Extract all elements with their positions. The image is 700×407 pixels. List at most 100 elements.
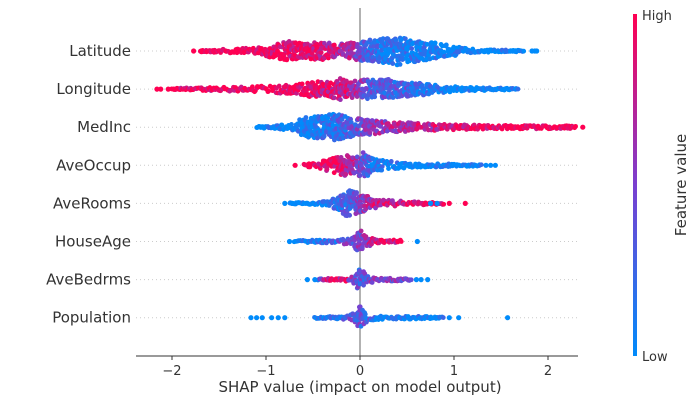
- beeswarm-dot: [353, 191, 359, 196]
- beeswarm-dot: [337, 97, 343, 103]
- beeswarm-dot: [422, 48, 428, 54]
- beeswarm-dot: [284, 57, 290, 63]
- beeswarm-dot: [388, 159, 394, 164]
- beeswarm-dot: [362, 271, 368, 277]
- feature-label: AveBedrms: [46, 271, 131, 289]
- beeswarm-dot: [367, 37, 373, 43]
- outlier-dot: [418, 277, 424, 283]
- beeswarm-dot: [515, 86, 521, 92]
- feature-label: HouseAge: [55, 233, 131, 251]
- outlier-dot: [275, 315, 281, 321]
- outlier-dot: [158, 86, 164, 92]
- beeswarm-dot: [289, 122, 294, 127]
- beeswarm-dot: [282, 51, 288, 57]
- outlier-dot: [259, 315, 265, 321]
- outlier-dot: [286, 238, 293, 245]
- beeswarm-dot: [367, 130, 373, 136]
- outlier-dot: [292, 162, 298, 168]
- beeswarm-dot: [398, 239, 404, 244]
- beeswarm-dot: [379, 167, 385, 173]
- beeswarm-dot: [362, 311, 368, 317]
- outlier-dot: [446, 200, 452, 206]
- beeswarm-dot: [361, 131, 367, 137]
- beeswarm-dot: [521, 48, 527, 54]
- outlier-dot: [171, 86, 177, 92]
- outlier-dot: [434, 200, 440, 206]
- beeswarm-dot: [352, 78, 358, 84]
- beeswarm-dot: [339, 117, 345, 122]
- feature-label: AveOccup: [56, 156, 131, 174]
- outlier-dot: [282, 200, 288, 206]
- beeswarm-dot: [303, 115, 309, 120]
- beeswarm-dot: [409, 46, 415, 51]
- feature-label: Longitude: [56, 80, 131, 98]
- outlier-dot: [446, 315, 452, 321]
- beeswarm-dot: [365, 96, 370, 102]
- beeswarm-dot: [369, 280, 375, 285]
- x-tick-label: 2: [544, 364, 552, 379]
- outlier-dot: [191, 48, 197, 54]
- outlier-dot: [269, 315, 275, 321]
- beeswarm-dot: [409, 80, 415, 86]
- outlier-dot: [165, 86, 171, 92]
- beeswarm-dot: [443, 42, 449, 48]
- beeswarm-dot: [478, 162, 484, 168]
- feature-label: Latitude: [69, 42, 131, 60]
- beeswarm-dot: [369, 118, 375, 123]
- colorbar: [633, 14, 637, 356]
- beeswarm-dot: [402, 36, 408, 42]
- beeswarm-dot: [397, 62, 403, 67]
- outlier-dot: [456, 315, 462, 321]
- outlier-dot: [312, 277, 318, 283]
- beeswarm-dot: [308, 56, 314, 62]
- beeswarm-dot: [347, 212, 353, 218]
- beeswarm-dot: [250, 45, 256, 51]
- beeswarm-dot: [249, 84, 255, 90]
- x-tick-label: −2: [162, 364, 181, 379]
- beeswarm-dot: [343, 171, 349, 177]
- outlier-dot: [504, 315, 511, 321]
- outlier-dot: [462, 200, 468, 206]
- beeswarm-dot: [331, 42, 337, 48]
- outlier-dot: [248, 315, 254, 321]
- outlier-dot: [413, 277, 419, 283]
- beeswarm-dot: [357, 173, 363, 178]
- outlier-dot: [425, 277, 431, 283]
- outlier-dot: [488, 162, 494, 168]
- x-tick-label: 0: [356, 364, 364, 379]
- outlier-dot: [198, 48, 204, 54]
- beeswarm-dot: [345, 154, 351, 160]
- beeswarm-dot: [390, 61, 396, 66]
- beeswarm-dot: [318, 50, 324, 55]
- outlier-dot: [427, 200, 434, 206]
- beeswarm-dot: [432, 40, 438, 46]
- outlier-dot: [304, 277, 310, 283]
- outlier-dot: [534, 48, 540, 54]
- beeswarm-dot: [358, 228, 364, 234]
- beeswarm-dot: [331, 95, 337, 101]
- beeswarm-dot: [354, 94, 360, 99]
- x-axis-label: SHAP value (impact on model output): [218, 378, 501, 396]
- beeswarm-dot: [441, 201, 447, 207]
- beeswarm-dot: [331, 170, 337, 176]
- feature-label: Population: [52, 309, 131, 327]
- beeswarm-dot: [379, 164, 385, 169]
- beeswarm-dot: [440, 315, 446, 321]
- beeswarm-dot: [328, 200, 334, 206]
- outlier-dot: [483, 162, 489, 168]
- outlier-dot: [154, 86, 160, 92]
- beeswarm-dot: [286, 39, 292, 44]
- beeswarm-dot: [276, 83, 282, 89]
- outlier-dot: [414, 238, 420, 245]
- beeswarm-dot: [357, 304, 363, 310]
- beeswarm-dot: [266, 88, 272, 94]
- beeswarm-dot: [279, 122, 285, 128]
- beeswarm-dot: [372, 94, 378, 100]
- beeswarm-dot: [408, 277, 414, 283]
- outlier-dot: [289, 200, 295, 206]
- colorbar-high-label: High: [642, 9, 672, 24]
- beeswarm-dot: [359, 244, 365, 250]
- beeswarm-dot: [344, 241, 350, 247]
- beeswarm-dot: [335, 154, 341, 160]
